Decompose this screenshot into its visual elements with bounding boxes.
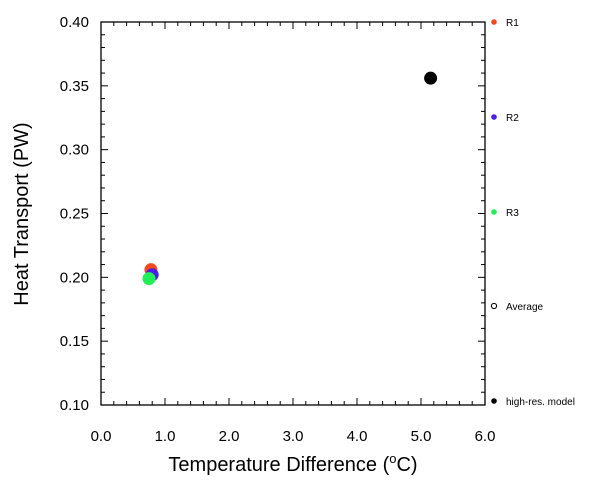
legend-label-r3: R3 — [506, 208, 519, 219]
x-tick-label: 6.0 — [475, 428, 496, 445]
x-axis-unit: C) — [396, 454, 417, 476]
axis-ticks — [100, 21, 486, 406]
legend-label-r1: R1 — [506, 18, 519, 29]
legend: R1 R2 R3 Average high-res. model — [490, 18, 575, 408]
x-tick-label: 3.0 — [283, 428, 304, 445]
legend-label-average: Average — [506, 302, 544, 313]
legend-label-r2: R2 — [506, 113, 519, 124]
legend-marker-high-res-model — [491, 398, 497, 404]
legend-marker-r3 — [491, 209, 497, 215]
y-tick-label: 0.40 — [60, 14, 89, 31]
data-points — [142, 71, 438, 286]
y-tick-label: 0.35 — [60, 78, 89, 95]
point-r3 — [142, 272, 156, 286]
x-tick-label: 1.0 — [155, 428, 176, 445]
y-axis-title: Heat Transport (PW) — [11, 122, 33, 305]
y-tick-label: 0.15 — [60, 333, 89, 350]
legend-label-high-res-model: high-res. model — [506, 397, 575, 408]
y-tick-label: 0.20 — [60, 269, 89, 286]
legend-marker-r2 — [491, 114, 497, 120]
y-tick-label: 0.30 — [60, 142, 89, 159]
x-axis-title-main: Temperature Difference ( — [168, 454, 389, 476]
legend-marker-r1 — [491, 19, 497, 25]
legend-marker-average — [490, 302, 498, 310]
point-high-res-model — [424, 71, 438, 85]
x-axis-title: Temperature Difference (oC) — [168, 451, 417, 476]
x-tick-label: 4.0 — [347, 428, 368, 445]
x-tick-label: 5.0 — [411, 428, 432, 445]
x-tick-label: 2.0 — [219, 428, 240, 445]
y-tick-label: 0.25 — [60, 206, 89, 223]
y-tick-labels: 0.10 0.15 0.20 0.25 0.30 0.35 0.40 — [60, 14, 89, 414]
y-tick-label: 0.10 — [60, 397, 89, 414]
x-axis-degree: o — [389, 451, 396, 466]
x-tick-labels: 0.0 1.0 2.0 3.0 4.0 5.0 6.0 — [91, 428, 496, 445]
x-tick-label: 0.0 — [91, 428, 112, 445]
